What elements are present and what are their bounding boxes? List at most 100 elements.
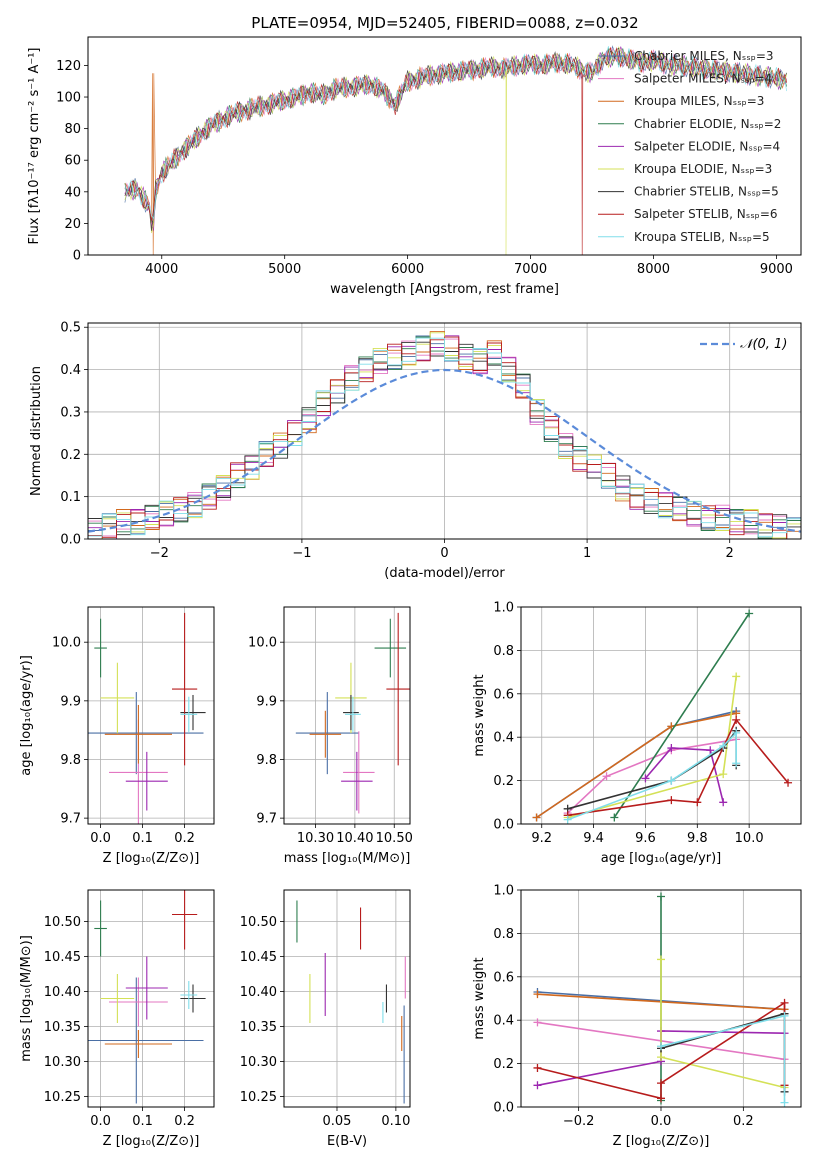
x-tick-label: 9.8 [687, 831, 708, 846]
x-tick-label: 0.1 [132, 1114, 153, 1129]
y-axis-label: mass weight [472, 674, 487, 756]
y-tick-label: 10.45 [44, 950, 81, 965]
y-tick-label: 10.40 [44, 985, 81, 1000]
y-tick-label: 10.0 [248, 636, 277, 651]
y-tick-label: 0.0 [60, 533, 81, 548]
series-line [567, 738, 737, 814]
legend-label: 𝒩(0, 1) [740, 337, 787, 352]
plot-area [88, 890, 206, 1104]
data-point [602, 772, 611, 781]
y-tick-label: 0.8 [493, 927, 514, 942]
x-tick-label: 0 [440, 546, 448, 561]
x-tick-label: 5000 [268, 262, 301, 277]
data-point [667, 796, 676, 805]
chart-panel-4: 10.30 10.40 10.50 9.7 9.8 9.9 10.0 mass [log₁₀(… [248, 606, 413, 866]
figure-title: PLATE=0954, MJD=52405, FIBERID=0088, z=0… [251, 14, 638, 32]
plot-area [533, 892, 789, 1107]
data-point [719, 741, 728, 750]
series-line [536, 712, 737, 819]
y-tick-label: 10.30 [44, 1055, 81, 1070]
x-axis-label: mass [log₁₀(M/M⊙)] [284, 851, 411, 866]
y-tick-label: 10.30 [240, 1055, 277, 1070]
chart-panel-5: 9.2 9.4 9.6 9.8 10.0 0.0 0.2 0.4 0.6 0.8 1.0 age [l… [472, 601, 802, 866]
x-tick-label: −1 [292, 546, 311, 561]
axes-frame [87, 36, 802, 256]
plot-area [296, 900, 406, 1104]
data-point [533, 1063, 542, 1072]
x-tick-label: 2 [726, 546, 734, 561]
data-point [732, 728, 741, 737]
axes-frame [87, 322, 802, 540]
y-tick-label: 120 [56, 59, 81, 74]
data-point [784, 778, 793, 787]
series-line [660, 1014, 786, 1103]
data-point [563, 815, 572, 824]
normal-curve [88, 368, 801, 533]
y-axis-label: Flux [fλ10⁻¹⁷ erg cm⁻² s⁻¹ A⁻¹] [27, 48, 42, 245]
y-axis-label: age [log₁₀(age/yr)] [19, 655, 34, 776]
data-point [610, 813, 619, 822]
series-line [660, 959, 785, 1089]
legend-label: Chabrier ELODIE, Nₛₛₚ=2 [634, 117, 781, 131]
y-tick-label: 10.0 [52, 636, 81, 651]
y-tick-label: 10.35 [44, 1020, 81, 1035]
y-tick-label: 9.7 [60, 812, 81, 827]
data-point [780, 1011, 789, 1020]
data-point [780, 1098, 789, 1107]
data-point [533, 1018, 542, 1027]
y-tick-label: 80 [64, 122, 81, 137]
x-tick-label: 0.0 [90, 1114, 111, 1129]
x-tick-label: 7000 [514, 262, 547, 277]
legend-label: Kroupa STELIB, Nₛₛₚ=5 [634, 230, 770, 244]
y-tick-label: 0.2 [493, 774, 514, 789]
y-tick-label: 1.0 [493, 884, 514, 899]
legend-label: Chabrier MILES, Nₛₛₚ=3 [634, 49, 774, 63]
axes-frame [87, 606, 215, 825]
data-point [719, 798, 728, 807]
y-axis-label: Normed distribution [29, 366, 44, 496]
data-point [533, 990, 542, 999]
x-tick-label: 0.2 [174, 831, 195, 846]
x-tick-label: 6000 [391, 262, 424, 277]
legend-label: Salpeter STELIB, Nₛₛₚ=6 [634, 207, 778, 221]
y-tick-label: 0.3 [60, 405, 81, 420]
data-point [657, 1053, 665, 1062]
y-axis-label: mass weight [472, 957, 487, 1039]
series-line [567, 676, 737, 819]
chart-panel-6: 0.0 0.1 0.2 10.25 10.30 10.35 10.40 10.45 10.50 Z… [19, 889, 215, 1149]
y-tick-label: 60 [64, 154, 81, 169]
x-tick-label: 0.0 [90, 831, 111, 846]
y-tick-label: 0.8 [493, 644, 514, 659]
axes-frame [283, 889, 411, 1108]
series-line [567, 718, 789, 817]
chart-panel-3: 0.0 0.1 0.2 9.7 9.8 9.9 10.0 Z [log₁₀(Z/Z⊙)] age… [19, 606, 215, 866]
plot-area [124, 45, 788, 255]
x-tick-label: 0.0 [651, 1114, 672, 1129]
y-tick-label: 0.4 [60, 363, 81, 378]
x-axis-label: Z [log₁₀(Z/Z⊙)] [613, 1134, 710, 1149]
y-tick-label: 9.9 [60, 694, 81, 709]
x-tick-label: 9.6 [635, 831, 656, 846]
y-tick-label: 9.8 [256, 753, 277, 768]
y-tick-label: 9.8 [60, 753, 81, 768]
y-tick-label: 0 [73, 249, 81, 264]
x-tick-label: 10.0 [735, 831, 764, 846]
data-point [667, 776, 676, 785]
data-point [641, 774, 650, 783]
y-tick-label: 10.25 [44, 1090, 81, 1105]
axes-frame [520, 606, 802, 825]
y-tick-label: 0.6 [493, 687, 514, 702]
x-axis-label: Z [log₁₀(Z/Z⊙)] [103, 1134, 200, 1149]
x-axis-label: (data-model)/error [384, 566, 505, 581]
spectrum-line [124, 46, 788, 220]
x-tick-label: 4000 [145, 262, 178, 277]
legend-label: Kroupa MILES, Nₛₛₚ=3 [634, 94, 764, 108]
y-tick-label: 9.9 [256, 694, 277, 709]
legend-label: Chabrier STELIB, Nₛₛₚ=5 [634, 185, 779, 199]
chart-panel-1: 4000 5000 6000 7000 8000 9000 0 20 40 60 80 100 120 w… [27, 36, 802, 297]
y-tick-label: 0.4 [493, 731, 514, 746]
y-tick-label: 0.0 [493, 818, 514, 833]
y-tick-label: 0.2 [493, 1057, 514, 1072]
data-point [532, 813, 541, 822]
